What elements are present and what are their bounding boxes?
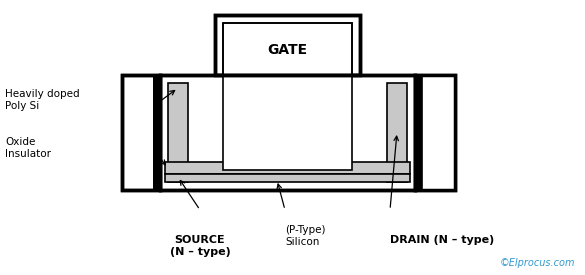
- Text: (P-Type)
Silicon: (P-Type) Silicon: [285, 225, 325, 247]
- Text: DRAIN (N – type): DRAIN (N – type): [390, 235, 494, 245]
- Text: SOURCE
(N – type): SOURCE (N – type): [170, 235, 230, 257]
- Bar: [122, 75, 160, 190]
- Bar: [160, 75, 415, 190]
- Bar: [415, 75, 455, 190]
- Bar: [215, 15, 360, 75]
- Bar: [422, 75, 455, 190]
- Bar: [153, 75, 160, 190]
- Text: Oxide
Insulator: Oxide Insulator: [5, 137, 51, 159]
- Bar: [160, 75, 415, 190]
- Bar: [223, 75, 352, 170]
- Bar: [415, 75, 455, 190]
- Bar: [165, 162, 410, 174]
- Bar: [223, 23, 352, 75]
- Bar: [223, 23, 352, 75]
- Text: GATE: GATE: [267, 43, 308, 57]
- Bar: [168, 83, 188, 182]
- Bar: [160, 75, 415, 190]
- Bar: [215, 15, 360, 75]
- Text: ©Elprocus.com: ©Elprocus.com: [500, 258, 575, 268]
- Text: Heavily doped
Poly Si: Heavily doped Poly Si: [5, 89, 80, 111]
- Bar: [415, 75, 422, 190]
- Bar: [387, 83, 407, 182]
- Bar: [122, 75, 160, 190]
- Bar: [165, 174, 410, 182]
